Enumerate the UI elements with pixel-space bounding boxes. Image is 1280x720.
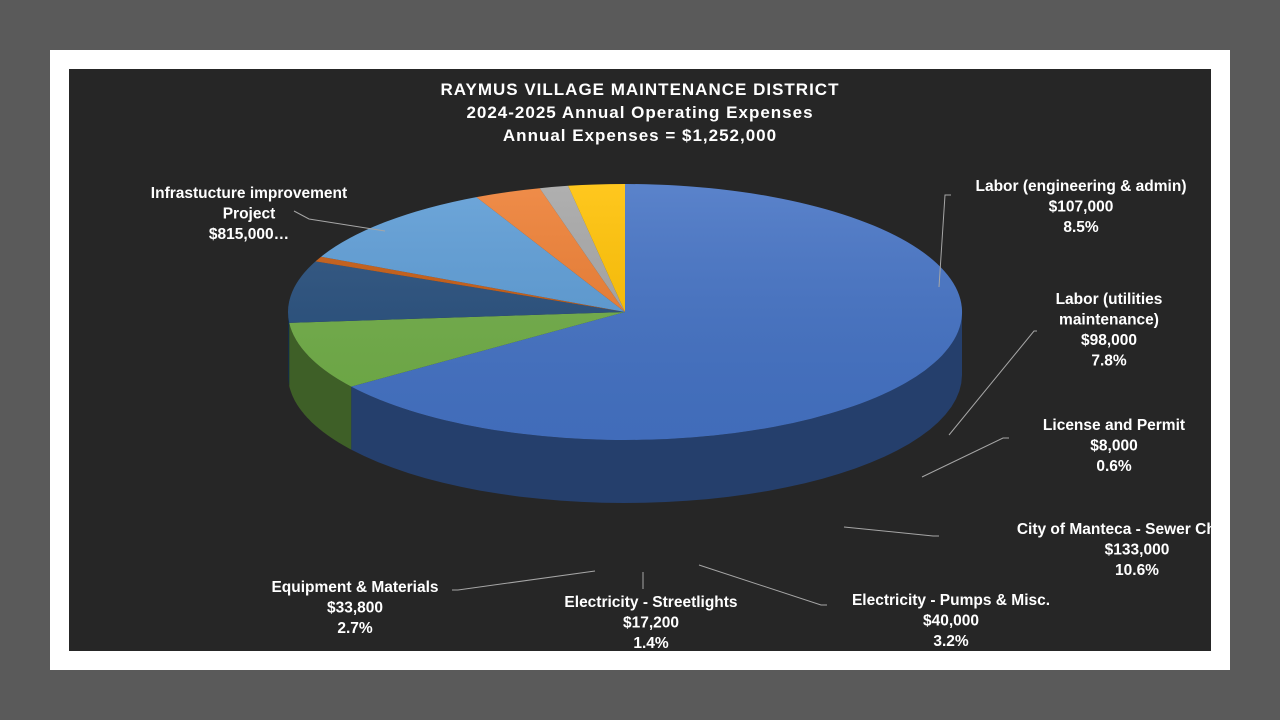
data-label-streetlights-line-3: 1.4% <box>633 635 669 651</box>
pie-side-labor-eng <box>289 322 352 450</box>
data-label-pumps-line-1: Electricity - Pumps & Misc. <box>852 592 1050 609</box>
data-label-labor-eng-line-1: Labor (engineering & admin) <box>976 178 1187 195</box>
data-label-labor-util: Labor (utilities maintenance) $98,000 7.8% <box>1056 291 1163 370</box>
chart-subtitle-total: Annual Expenses = $1,252,000 <box>503 126 777 145</box>
data-label-license-line-1: License and Permit <box>1043 417 1185 434</box>
data-label-equipment: Equipment & Materials $33,800 2.7% <box>271 579 438 637</box>
data-label-streetlights-line-1: Electricity - Streetlights <box>564 594 737 611</box>
data-label-labor-util-line-2: maintenance) <box>1059 312 1159 329</box>
data-label-labor-eng-line-3: 8.5% <box>1063 219 1099 236</box>
data-label-sewer-line-3: 10.6% <box>1115 562 1159 579</box>
data-label-labor-util-line-3: $98,000 <box>1081 332 1137 349</box>
leader-line-labor-eng <box>938 194 951 288</box>
leader-line-equipment <box>452 570 596 591</box>
data-label-streetlights: Electricity - Streetlights $17,200 1.4% <box>564 594 737 651</box>
pie-top-sheen <box>288 184 962 440</box>
data-label-labor-eng-line-2: $107,000 <box>1049 199 1114 216</box>
chart-panel: RAYMUS VILLAGE MAINTENANCE DISTRICT 2024… <box>69 69 1211 651</box>
data-label-license-line-2: $8,000 <box>1090 438 1137 455</box>
leader-line-pumps <box>698 564 827 606</box>
chart-subtitle: 2024-2025 Annual Operating Expenses <box>466 103 813 122</box>
data-label-labor-util-line-4: 7.8% <box>1091 353 1127 370</box>
leader-line-sewer <box>843 526 939 537</box>
leader-line-labor-util <box>948 330 1037 436</box>
pie-side-labor-util <box>288 312 290 386</box>
data-label-infra-line-1: Infrastucture improvement <box>151 185 347 202</box>
data-label-infra-line-3: $815,000… <box>209 226 289 243</box>
data-label-sewer-line-2: $133,000 <box>1105 542 1170 559</box>
data-label-labor-util-line-1: Labor (utilities <box>1056 291 1163 308</box>
data-label-pumps: Electricity - Pumps & Misc. $40,000 3.2% <box>852 592 1050 650</box>
data-label-equipment-line-1: Equipment & Materials <box>271 579 438 596</box>
data-label-pumps-line-3: 3.2% <box>933 633 969 650</box>
leader-line-infra <box>293 210 386 232</box>
pie-chart: RAYMUS VILLAGE MAINTENANCE DISTRICT 2024… <box>151 80 1211 651</box>
chart-title: RAYMUS VILLAGE MAINTENANCE DISTRICT <box>441 80 840 99</box>
data-label-pumps-line-2: $40,000 <box>923 613 979 630</box>
data-label-equipment-line-2: $33,800 <box>327 600 383 617</box>
data-label-infra-line-2: Project <box>223 206 276 223</box>
data-label-sewer: City of Manteca - Sewer Charges $133,000 1… <box>1017 521 1211 579</box>
data-label-license: License and Permit $8,000 0.6% <box>1043 417 1185 475</box>
data-label-license-line-3: 0.6% <box>1096 458 1132 475</box>
data-label-infra: Infrastucture improvement Project $815,000… <box>151 185 347 243</box>
data-label-equipment-line-3: 2.7% <box>337 620 373 637</box>
pie-side-infra <box>351 312 962 503</box>
data-label-sewer-line-1: City of Manteca - Sewer Charges <box>1017 521 1211 538</box>
leader-line-license <box>921 437 1009 478</box>
data-label-labor-eng: Labor (engineering & admin) $107,000 8.5% <box>976 178 1187 236</box>
data-label-streetlights-line-2: $17,200 <box>623 615 679 632</box>
